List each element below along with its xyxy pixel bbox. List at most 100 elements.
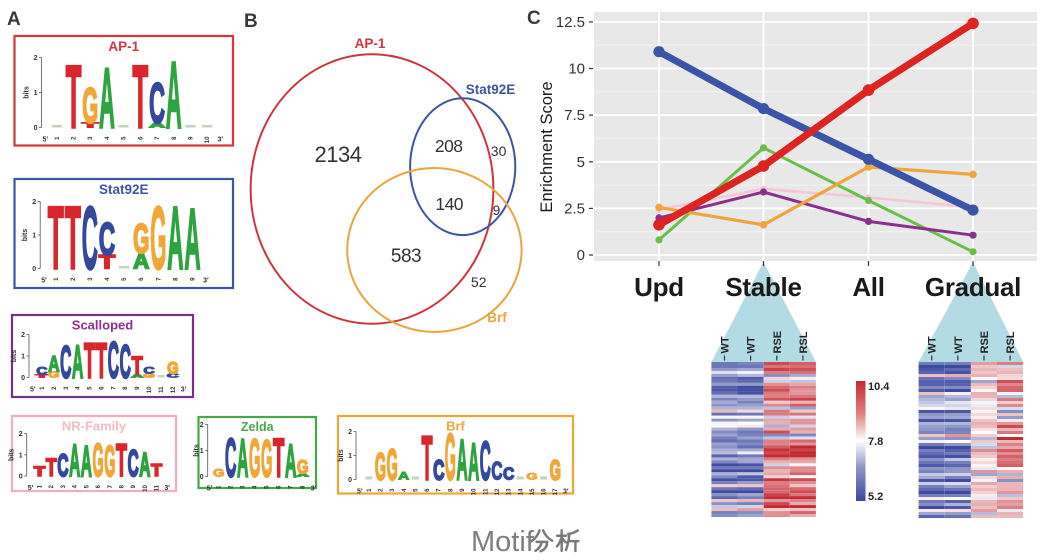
svg-text:A: A	[285, 435, 296, 487]
svg-text:5′: 5′	[43, 137, 49, 144]
svg-text:A: A	[99, 52, 115, 147]
svg-text:0: 0	[34, 125, 38, 132]
svg-text:12: 12	[171, 386, 177, 393]
svg-text:3: 3	[64, 386, 70, 390]
svg-text:G: G	[143, 374, 154, 380]
svg-text:A: A	[133, 249, 149, 274]
svg-text:WT: WT	[927, 336, 939, 353]
svg-text:4: 4	[73, 484, 79, 488]
svg-text:6: 6	[425, 488, 431, 492]
svg-text:Motif: Motif	[471, 526, 535, 558]
svg-text:A: A	[139, 446, 150, 483]
svg-text:3′: 3′	[563, 489, 569, 496]
svg-text:5: 5	[122, 277, 128, 281]
svg-text:11: 11	[483, 488, 489, 495]
svg-text:3: 3	[88, 277, 94, 281]
svg-text:9: 9	[191, 277, 197, 281]
svg-text:5′: 5′	[207, 486, 213, 493]
svg-text:C: C	[491, 459, 502, 486]
svg-text:T: T	[99, 253, 116, 274]
svg-text:1: 1	[19, 452, 23, 459]
svg-text:7: 7	[156, 277, 162, 281]
svg-text:140: 140	[435, 194, 463, 214]
svg-text:G: G	[213, 468, 224, 480]
svg-text:2: 2	[49, 484, 55, 488]
svg-text:12: 12	[495, 488, 501, 495]
svg-text:G: G	[550, 455, 561, 486]
svg-text:1: 1	[54, 277, 60, 281]
svg-text:5: 5	[84, 484, 90, 488]
svg-text:bits: bits	[22, 229, 29, 242]
svg-text:5′: 5′	[41, 278, 47, 285]
svg-text:2.5: 2.5	[564, 200, 585, 217]
svg-text:1: 1	[34, 90, 38, 97]
svg-text:16: 16	[542, 488, 548, 495]
svg-text:A: A	[132, 374, 143, 379]
svg-text:1: 1	[367, 488, 373, 492]
svg-text:A: A	[297, 473, 309, 478]
svg-text:6: 6	[277, 485, 283, 489]
svg-text:A: A	[167, 188, 183, 288]
svg-text:7: 7	[437, 488, 443, 492]
svg-text:6: 6	[100, 386, 106, 390]
svg-text:9: 9	[460, 488, 466, 492]
svg-text:A: A	[398, 471, 409, 483]
svg-text:1: 1	[348, 453, 352, 460]
svg-text:10: 10	[205, 136, 211, 143]
svg-text:T: T	[273, 427, 284, 489]
svg-text:T: T	[116, 435, 127, 486]
svg-text:Stat92E: Stat92E	[99, 182, 149, 197]
svg-text:WT: WT	[953, 336, 965, 353]
svg-text:C: C	[503, 464, 514, 484]
svg-text:bits: bits	[338, 449, 345, 462]
svg-text:G: G	[445, 420, 456, 494]
svg-text:5′: 5′	[30, 387, 36, 394]
svg-text:2: 2	[229, 485, 235, 489]
svg-text:7: 7	[289, 485, 295, 489]
svg-text:208: 208	[435, 136, 463, 156]
svg-text:3: 3	[241, 485, 247, 489]
svg-text:G: G	[387, 441, 398, 490]
svg-text:10: 10	[472, 488, 478, 495]
svg-text:Upd: Upd	[634, 272, 684, 302]
svg-text:A: A	[81, 437, 92, 486]
svg-text:2: 2	[32, 199, 36, 206]
svg-text:All: All	[852, 272, 884, 302]
svg-text:1: 1	[40, 386, 46, 390]
svg-text:1: 1	[21, 354, 25, 361]
svg-text:Zelda: Zelda	[241, 420, 275, 434]
svg-text:T: T	[82, 123, 101, 130]
svg-text:A: A	[72, 336, 83, 388]
svg-text:5: 5	[413, 488, 419, 492]
svg-text:8: 8	[448, 488, 454, 492]
svg-text:G: G	[167, 360, 178, 378]
svg-text:2: 2	[21, 332, 25, 339]
svg-text:C: C	[60, 337, 71, 388]
svg-text:Gradual: Gradual	[925, 272, 1021, 302]
svg-text:0: 0	[19, 474, 23, 481]
svg-text:7.8: 7.8	[868, 436, 883, 448]
svg-text:Scalloped: Scalloped	[72, 318, 133, 333]
svg-text:5: 5	[88, 386, 94, 390]
svg-text:4: 4	[402, 488, 408, 492]
svg-text:T: T	[422, 425, 433, 494]
svg-text:9: 9	[135, 386, 141, 390]
svg-text:C: C	[57, 447, 68, 483]
svg-text:13: 13	[507, 488, 513, 495]
svg-text:4: 4	[253, 485, 259, 489]
svg-text:A: A	[48, 352, 59, 377]
svg-text:5.2: 5.2	[868, 491, 883, 503]
svg-text:15: 15	[530, 488, 536, 495]
svg-text:10: 10	[568, 61, 585, 78]
svg-text:17: 17	[553, 488, 559, 495]
svg-text:C: C	[108, 332, 119, 389]
svg-text:12.5: 12.5	[556, 14, 585, 31]
svg-text:5: 5	[265, 485, 271, 489]
svg-text:4: 4	[76, 386, 82, 390]
svg-text:9: 9	[493, 203, 501, 218]
svg-text:2: 2	[348, 429, 352, 436]
svg-text:6: 6	[96, 484, 102, 488]
svg-text:RSL: RSL	[1005, 331, 1017, 353]
svg-text:Brf: Brf	[487, 310, 507, 325]
svg-text:1: 1	[32, 233, 36, 240]
